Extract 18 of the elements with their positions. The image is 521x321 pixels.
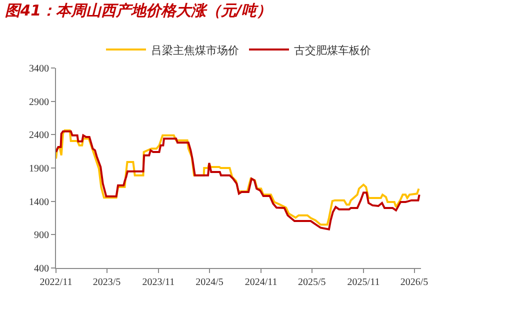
y-tick-label: 2400 — [29, 130, 49, 142]
x-tick-label: 2023/5 — [92, 277, 121, 288]
y-tick-label: 1900 — [29, 164, 49, 174]
x-tick-label: 2024/11 — [244, 277, 278, 288]
x-tick-label: 2023/11 — [142, 277, 175, 288]
legend-label: 吕梁主焦煤市场价 — [151, 44, 239, 57]
x-tick-label: 2022/11 — [40, 277, 72, 288]
y-tick-label: 900 — [34, 230, 49, 242]
chart-title: 图41：本周山西产地价格大涨（元/吨） — [5, 1, 272, 20]
x-tick-label: 2025/11 — [347, 277, 380, 288]
x-tick-label: 2025/5 — [298, 277, 326, 288]
legend-label: 古交肥煤车板价 — [294, 44, 371, 57]
y-tick-label: 3400 — [29, 64, 49, 74]
y-tick-label: 1400 — [29, 196, 49, 208]
y-tick-label: 400 — [34, 264, 49, 274]
x-tick-label: 2026/5 — [400, 277, 428, 288]
x-tick-label: 2024/5 — [196, 277, 224, 288]
y-tick-label: 2900 — [29, 96, 49, 108]
